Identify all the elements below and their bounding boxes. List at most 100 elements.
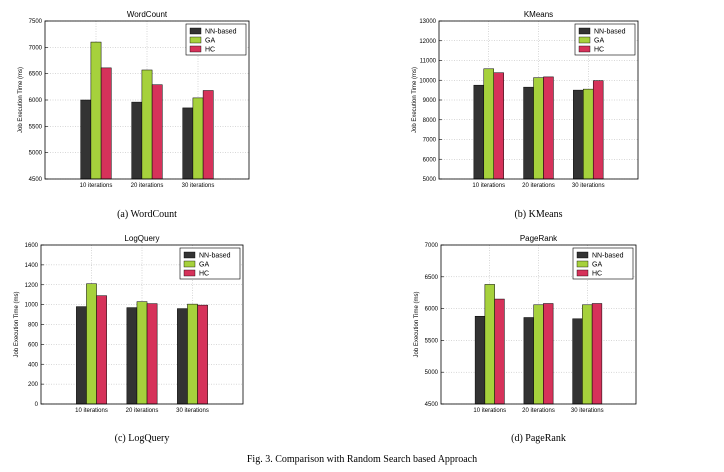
- y-tick-label: 1400: [25, 263, 39, 269]
- bar-hc-1: [494, 298, 505, 405]
- y-tick-label: 4500: [29, 177, 43, 183]
- legend-entry: NN-based: [199, 253, 231, 260]
- y-tick-label: 8000: [423, 118, 437, 124]
- bar-ga-1: [484, 284, 495, 405]
- chart-title: WordCount: [127, 10, 168, 19]
- bar-ga-3: [583, 88, 594, 180]
- legend-swatch: [578, 27, 591, 35]
- bar-ga-3: [187, 303, 198, 405]
- x-tick-label: 20 iterations: [131, 183, 164, 189]
- bar-ga-1: [483, 68, 494, 180]
- panel-caption: (b) KMeans: [514, 209, 562, 220]
- y-axis-label: Job Execution Time (ms): [414, 291, 420, 357]
- y-tick-label: 6000: [425, 307, 439, 313]
- y-tick-label: 5500: [425, 338, 439, 344]
- x-tick-label: 20 iterations: [522, 183, 555, 189]
- bar-nn-based-3: [573, 89, 584, 180]
- x-tick-label: 30 iterations: [176, 408, 209, 414]
- bar-nn-based-1: [80, 99, 92, 180]
- y-tick-label: 5000: [423, 177, 437, 183]
- x-tick-label: 30 iterations: [571, 408, 604, 414]
- bar-hc-3: [592, 80, 604, 180]
- chart-title: PageRank: [520, 234, 558, 243]
- bar-hc-1: [100, 67, 112, 180]
- chart-title: KMeans: [524, 10, 553, 19]
- y-tick-label: 5000: [29, 151, 43, 157]
- legend-entry: NN-based: [592, 253, 624, 260]
- bar-nn-based-2: [523, 86, 534, 180]
- y-tick-label: 1600: [25, 243, 39, 249]
- x-tick-label: 20 iterations: [126, 408, 159, 414]
- legend-swatch: [189, 36, 202, 44]
- x-tick-label: 30 iterations: [572, 183, 605, 189]
- y-tick-label: 0: [35, 402, 39, 408]
- bar-nn-based-2: [131, 101, 143, 180]
- y-tick-label: 6500: [29, 72, 43, 78]
- legend-entry: NN-based: [205, 29, 237, 36]
- bar-nn-based-1: [473, 84, 485, 180]
- bar-nn-based-1: [474, 315, 486, 405]
- legend-entry: HC: [592, 271, 602, 278]
- legend-entry: NN-based: [594, 29, 626, 36]
- legend-swatch: [578, 45, 591, 53]
- chart-panel-4: 10 iterations 20 iterations 30 iterations 4…: [414, 234, 637, 444]
- y-tick-label: 5000: [425, 370, 439, 376]
- y-axis-label: Job Execution Time (ms): [412, 67, 418, 133]
- plot-frame: [440, 244, 637, 405]
- x-tick-label: 30 iterations: [182, 183, 215, 189]
- bar-nn-based-1: [76, 306, 87, 405]
- panel-caption: (c) LogQuery: [115, 433, 170, 444]
- y-tick-label: 9000: [423, 98, 437, 104]
- legend-swatch: [576, 260, 589, 268]
- panel-caption: (a) WordCount: [117, 209, 177, 220]
- bar-hc-2: [543, 303, 554, 405]
- bar-hc-2: [151, 84, 163, 180]
- bar-ga-2: [533, 77, 544, 180]
- y-tick-label: 4500: [425, 402, 439, 408]
- legend-entry: GA: [205, 38, 215, 45]
- y-tick-label: 6500: [425, 275, 439, 281]
- chart-panel-2: 10 iterations 20 iterations 30 iterations 5…: [412, 10, 639, 220]
- y-tick-label: 7000: [29, 45, 43, 51]
- bar-nn-based-3: [182, 107, 194, 180]
- bar-nn-based-3: [572, 318, 583, 405]
- bar-ga-2: [141, 69, 153, 180]
- chart-panel-3: 10 iterations 20 iterations 30 iterations 0…: [14, 234, 244, 444]
- x-tick-label: 10 iterations: [472, 183, 505, 189]
- y-tick-label: 13000: [419, 19, 436, 25]
- bar-hc-2: [146, 303, 158, 405]
- legend-entry: HC: [205, 47, 215, 54]
- y-tick-label: 1000: [25, 303, 39, 309]
- y-tick-label: 10000: [419, 78, 436, 84]
- legend-entry: GA: [199, 262, 209, 269]
- y-tick-label: 600: [28, 342, 39, 348]
- x-tick-label: 10 iterations: [473, 408, 506, 414]
- bar-ga-2: [533, 304, 544, 405]
- y-axis-label: Job Execution Time (ms): [18, 67, 24, 133]
- bar-hc-3: [202, 90, 214, 180]
- y-tick-label: 7000: [425, 243, 439, 249]
- x-tick-label: 10 iterations: [80, 183, 113, 189]
- x-tick-label: 10 iterations: [75, 408, 108, 414]
- bar-hc-1: [96, 295, 107, 405]
- bar-ga-2: [136, 301, 148, 405]
- legend-swatch: [189, 45, 202, 53]
- bar-nn-based-3: [177, 308, 188, 405]
- bar-hc-2: [543, 76, 554, 180]
- legend-swatch: [183, 251, 196, 259]
- legend-entry: HC: [594, 47, 604, 54]
- bar-ga-3: [192, 97, 204, 180]
- bar-hc-3: [591, 303, 603, 405]
- bar-hc-1: [493, 72, 504, 180]
- y-tick-label: 5500: [29, 124, 43, 130]
- legend-swatch: [189, 27, 202, 35]
- legend-swatch: [576, 269, 589, 277]
- bar-hc-3: [197, 304, 208, 405]
- bar-nn-based-2: [523, 317, 534, 405]
- x-tick-label: 20 iterations: [522, 408, 555, 414]
- figure-caption: Fig. 3. Comparison with Random Search ba…: [247, 454, 477, 465]
- bar-ga-1: [90, 41, 102, 180]
- y-tick-label: 800: [28, 323, 39, 329]
- chart-title: LogQuery: [124, 234, 159, 243]
